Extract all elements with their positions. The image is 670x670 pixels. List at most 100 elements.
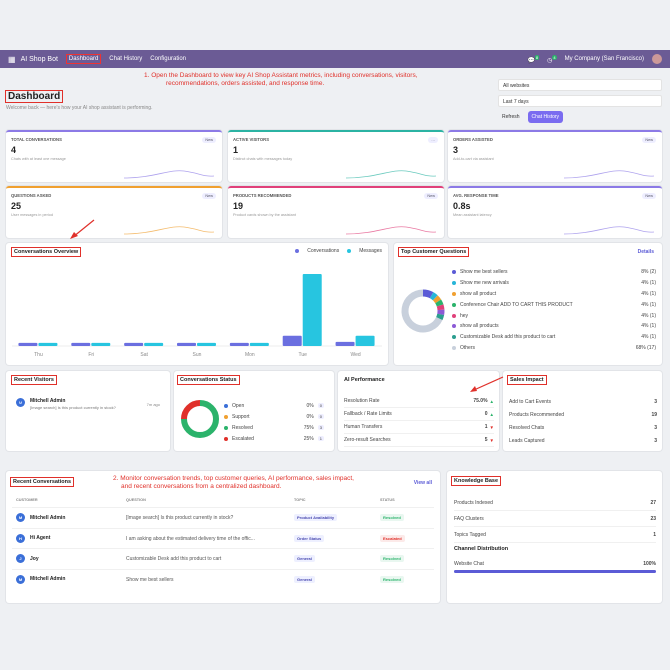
table-row[interactable]: H Hi Agent I am asking about the estimated… bbox=[12, 527, 434, 547]
question-label: Conference Chair ADD TO CART THIS PRODUC… bbox=[460, 301, 573, 308]
kpi-card[interactable]: AVG. RESPONSE TIME 0.8s Mean assistant lat… bbox=[448, 186, 662, 238]
question-item[interactable]: Show me new arrivals 4% (1) bbox=[452, 278, 656, 289]
view-all-link[interactable]: View all bbox=[413, 480, 432, 486]
table-row[interactable]: J Joy Customizable Desk add this product t… bbox=[12, 548, 434, 567]
ai-metric-label: Human Transfers bbox=[344, 424, 383, 430]
bar-conversations[interactable] bbox=[71, 342, 91, 346]
status-dot bbox=[224, 436, 228, 441]
kpi-card[interactable]: PRODUCTS RECOMMENDED 19 Product cards show… bbox=[228, 186, 444, 238]
table-row[interactable]: M Mitchell Admin Show me best sellers Gener… bbox=[12, 568, 434, 588]
ai-metric-label: Resolution Rate bbox=[344, 398, 380, 404]
donut-segment[interactable] bbox=[422, 289, 434, 299]
channel-distribution-title: Channel Distribution bbox=[454, 546, 509, 552]
question-item[interactable]: show all products 4% (1) bbox=[452, 321, 656, 332]
kpi-card[interactable]: TOTAL CONVERSATIONS 4 Chats with at least … bbox=[6, 130, 222, 182]
question-value: 4% (1) bbox=[641, 280, 656, 287]
range-select[interactable]: Last 7 days bbox=[498, 95, 662, 107]
details-link[interactable]: Details bbox=[637, 249, 654, 255]
question-item[interactable]: Show me best sellers 8% (2) bbox=[452, 267, 656, 278]
x-tick-label: Thu bbox=[34, 352, 43, 358]
knowledge-base-card: Knowledge Base Products Indexed 27 FAQ Clu… bbox=[447, 471, 662, 603]
kpi-subtitle: User messages in period bbox=[11, 213, 53, 217]
col-status: STATUS bbox=[380, 498, 395, 502]
sales-value: 19 bbox=[651, 411, 657, 418]
donut-segment[interactable] bbox=[432, 295, 442, 304]
trend-icon: ▲ bbox=[489, 398, 494, 404]
bar-conversations[interactable] bbox=[124, 342, 144, 346]
donut-segment[interactable] bbox=[436, 304, 445, 311]
sales-row: Products Recommended 19 bbox=[509, 408, 657, 421]
x-tick-label: Tue bbox=[298, 352, 307, 358]
visitor-item[interactable]: M Mitchell Admin [Image search] Is this … bbox=[16, 398, 116, 410]
kpi-card[interactable]: ORDERS ASSISTED 3 Add-to-cart via assistan… bbox=[448, 130, 662, 182]
x-tick-label: Mon bbox=[245, 352, 255, 358]
question-item[interactable]: show all product 4% (1) bbox=[452, 289, 656, 300]
activity-icon[interactable]: ◷4 bbox=[547, 54, 557, 64]
question-value: 4% (1) bbox=[641, 312, 656, 319]
annotation-1-line2: recommendations, orders assisted, and re… bbox=[166, 80, 325, 87]
kpi-card[interactable]: QUESTIONS ASKED 25 User messages in period… bbox=[6, 186, 222, 238]
bar-messages[interactable] bbox=[249, 342, 269, 346]
nav-configuration[interactable]: Configuration bbox=[150, 56, 186, 62]
table-row[interactable]: M Mitchell Admin [Image search] Is this pr… bbox=[12, 507, 434, 526]
kpi-value: 3 bbox=[453, 145, 459, 155]
bar-messages[interactable] bbox=[197, 342, 216, 346]
sales-row: Add to Cart Events 3 bbox=[509, 395, 657, 408]
kpi-subtitle: Product cards shown by the assistant bbox=[233, 213, 296, 217]
status-donut bbox=[181, 400, 219, 438]
donut-segment[interactable] bbox=[401, 289, 443, 333]
nav-dashboard[interactable]: Dashboard bbox=[65, 54, 102, 64]
annotation-2-line2: and recent conversations from a centrali… bbox=[121, 483, 282, 490]
kpi-badge: … bbox=[428, 137, 438, 143]
company-switcher[interactable]: My Company (San Francisco) bbox=[564, 56, 644, 62]
bar-conversations[interactable] bbox=[229, 342, 249, 346]
status-percent: 0% bbox=[306, 413, 314, 420]
kpi-card[interactable]: ACTIVE VISITORS 1 Distinct chats with mess… bbox=[228, 130, 444, 182]
recent-conversations-card: Recent Conversations View all CUSTOMER Q… bbox=[6, 471, 440, 603]
conversations-status-title: Conversations Status bbox=[177, 375, 240, 385]
user-avatar[interactable] bbox=[652, 54, 662, 64]
bar-messages[interactable] bbox=[302, 274, 322, 346]
bar-messages[interactable] bbox=[38, 342, 58, 346]
bar-messages[interactable] bbox=[144, 342, 164, 346]
chat-icon[interactable]: 💬8 bbox=[527, 54, 540, 64]
donut-segment[interactable] bbox=[436, 313, 445, 321]
kpi-label: QUESTIONS ASKED bbox=[11, 193, 52, 198]
question-item[interactable]: Customizable Desk add this product to ca… bbox=[452, 332, 656, 343]
sales-label: Add to Cart Events bbox=[509, 398, 551, 405]
trend-icon: ▲ bbox=[489, 411, 494, 417]
apps-grid-icon[interactable]: ▦ bbox=[8, 54, 16, 64]
question-item[interactable]: hey 4% (1) bbox=[452, 310, 656, 321]
donut-segment[interactable] bbox=[181, 400, 201, 420]
nav-chat-history[interactable]: Chat History bbox=[109, 56, 143, 62]
question-item[interactable]: Conference Chair ADD TO CART THIS PRODUC… bbox=[452, 299, 656, 310]
question-dot bbox=[452, 281, 456, 286]
bar-conversations[interactable] bbox=[282, 335, 302, 346]
website-select[interactable]: All websites bbox=[498, 79, 662, 91]
bar-conversations[interactable] bbox=[335, 341, 355, 346]
question-dot bbox=[452, 324, 456, 329]
sales-impact-card: Sales Impact Add to Cart Events 3 Products… bbox=[503, 371, 662, 451]
filters-panel: All websites Last 7 days Refresh Chat Hi… bbox=[498, 79, 662, 123]
status-pill: Resolved bbox=[380, 575, 404, 583]
donut-segment[interactable] bbox=[435, 299, 444, 307]
question-item[interactable]: Others 68% (17) bbox=[452, 343, 656, 354]
donut-segment[interactable] bbox=[181, 400, 219, 438]
bar-messages[interactable] bbox=[91, 342, 111, 346]
bar-conversations[interactable] bbox=[177, 342, 196, 346]
trend-icon: ▼ bbox=[489, 437, 494, 443]
app-brand[interactable]: AI Shop Bot bbox=[20, 55, 58, 63]
channel-row: Website Chat 100% bbox=[454, 561, 656, 567]
chat-history-button[interactable]: Chat History bbox=[527, 111, 564, 123]
channel-bar-fill bbox=[454, 570, 656, 573]
refresh-button[interactable]: Refresh bbox=[502, 114, 520, 120]
conversations-chart: Thu Fri Sat Sun Mon Tue Wed bbox=[12, 274, 382, 358]
ai-metric-row: Fallback / Rate Limits 0 ▲ bbox=[344, 408, 494, 421]
donut-segment[interactable] bbox=[429, 292, 438, 301]
status-dot bbox=[224, 403, 228, 408]
question-cell: Customizable Desk add this product to ca… bbox=[126, 556, 222, 562]
bar-messages[interactable] bbox=[355, 335, 375, 346]
bar-conversations[interactable] bbox=[18, 342, 38, 346]
kpi-badge: New bbox=[202, 193, 216, 199]
customer-avatar: J bbox=[16, 554, 25, 563]
